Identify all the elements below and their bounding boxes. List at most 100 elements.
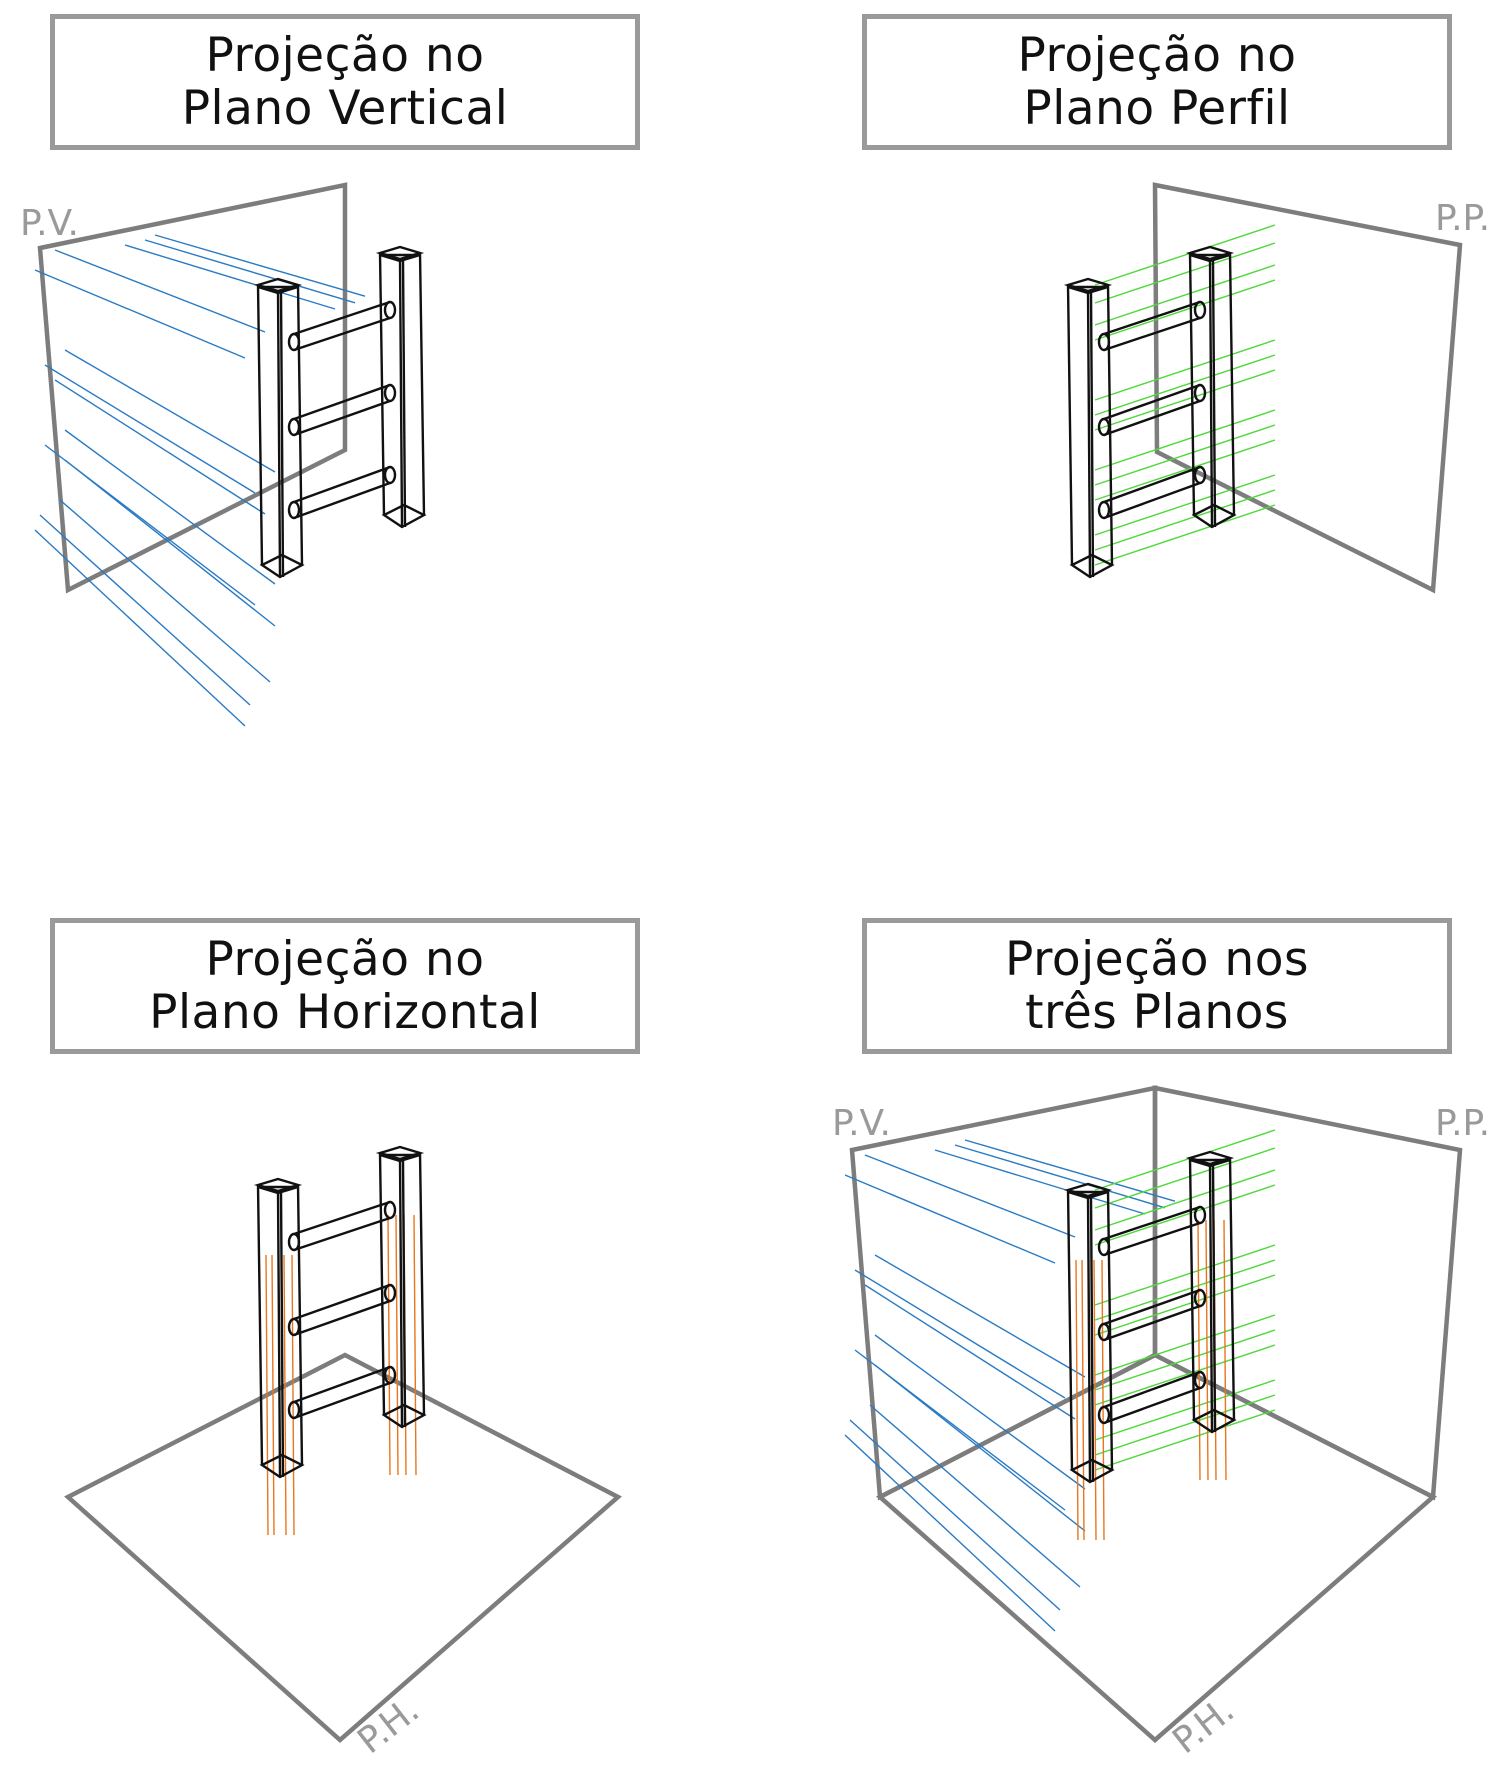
projection-line-perfil [1094,424,1276,486]
ladder-rung-edge [1103,1205,1201,1241]
plane-tres-horizontal [876,1352,1437,1743]
ladder-rung-edge [1103,1386,1201,1425]
projection-line-vertical [964,1139,1176,1202]
ladder-post-edge [378,252,386,516]
projection-line-perfil [1094,1409,1276,1471]
ladder-post-edge [1211,258,1217,528]
projection-line-vertical [874,1254,1086,1378]
ladder-rung-edge [1103,1288,1201,1326]
ladder-post-top-inner [379,1153,421,1163]
ladder-post-edge [1089,1195,1095,1483]
title-line: Plano Horizontal [149,985,541,1040]
projection-lines-perfil [1094,224,1276,566]
projection-line-vertical [144,239,356,304]
ladder-post-edge [1086,290,1092,578]
projection-line-perfil [1094,264,1276,326]
projection-line-horizontal [271,1254,275,1536]
ladder-post-top-inner [257,1185,299,1195]
ladder-post-top-inner [379,253,421,263]
projection-line-perfil [1094,1274,1276,1336]
ladder-rung-edge [293,316,391,352]
projection-line-horizontal [387,1214,391,1476]
projection-lines-horizontal [265,1214,417,1536]
ladder-rung-edge [293,300,391,336]
projection-line-perfil [1094,1259,1276,1321]
projection-lines-vertical [34,234,366,727]
ladder-post-edge [279,1190,285,1478]
ladder-post-edge [276,290,282,578]
ladder-post-edge [256,284,264,566]
label-tres-ph: P.H. [1165,1689,1242,1762]
ladder-post-edge [398,258,404,528]
ladder-post-bottom [259,553,305,579]
ladder-rung-edge [293,399,391,437]
ladder-rung-edge [293,1381,391,1420]
planes [37,182,1463,1744]
ladder-post-edge [1228,252,1236,516]
projection-line-perfil [1094,1244,1276,1306]
ladder-rung-edge [1103,1304,1201,1342]
title-line: Projeção nos [1005,932,1309,987]
projection-line-vertical [44,364,256,494]
ladder-post-edge [1208,258,1214,528]
projection-line-vertical [844,1434,1056,1632]
projection-line-vertical [864,1284,1076,1420]
title-box-perfil: Projeção no Plano Perfil [862,14,1452,150]
ladder-post-top-inner [1067,285,1109,295]
projection-line-perfil [1094,474,1276,536]
ladder-post-top-inner [1067,1190,1109,1200]
projection-line-horizontal [1197,1219,1201,1481]
ladder-post-top-inner [1189,1158,1231,1168]
projection-line-vertical [874,1334,1086,1490]
projection-line-perfil [1094,1379,1276,1441]
label-tres-pp: P.P. [1435,1103,1490,1144]
generated-drawings [34,224,1276,1632]
ladder-post-top-inner [1189,253,1231,263]
label-pp: P.P. [1435,198,1490,239]
projection-line-vertical [54,379,266,515]
title-line: Plano Perfil [1023,81,1291,136]
ladder-rung-edge [1103,383,1201,421]
ladder-post-edge [418,252,426,516]
ladder-post-edge [276,1190,282,1478]
projection-lines-vertical [844,1139,1176,1632]
projection-line-horizontal [413,1214,417,1476]
ladder-rung-edge [1103,316,1201,352]
ladder-rung-edge [293,1365,391,1404]
projection-line-horizontal [1223,1219,1227,1481]
ladder-rung-edge [1103,465,1201,504]
ladder-rung-edge [1103,300,1201,336]
label-pv: P.V. [20,203,79,244]
ladder-post-bottom [1069,553,1115,579]
projection-line-perfil [1094,369,1276,431]
title-box-horizontal: Projeção no Plano Horizontal [50,918,640,1054]
projection-line-horizontal [265,1254,269,1536]
ladder-post-edge [1086,1195,1092,1483]
ladder-post-bottom [381,503,427,529]
ladder-rung-edge [293,1216,391,1252]
ladder-post-edge [1228,1157,1236,1421]
projection-line-perfil [1094,489,1276,551]
label-tres-pv: P.V. [832,1103,891,1144]
projection-line-perfil [1094,1344,1276,1406]
ladder-post-edge [279,290,285,578]
ladder-post-bottom [1191,1408,1237,1434]
projection-line-horizontal [1081,1259,1085,1541]
projection-line-vertical [844,1174,1056,1264]
label-ph: P.H. [350,1689,427,1762]
ladder-post-top-inner [257,285,299,295]
projection-lines-perfil [1094,1129,1276,1471]
ladder-rung-edge [1103,481,1201,520]
projection-line-horizontal [1075,1259,1079,1541]
projection-line-vertical [954,1144,1166,1209]
title-box-tres-planos: Projeção nos três Planos [862,918,1452,1054]
projection-line-vertical [64,429,276,585]
ladder-post-edge [1208,1163,1214,1433]
projection-line-vertical [34,269,246,359]
title-line: Plano Vertical [181,81,509,136]
projection-line-perfil [1094,504,1276,566]
title-box-vertical: Projeção no Plano Vertical [50,14,640,150]
ladder-rung-edge [293,1299,391,1337]
projection-line-horizontal [395,1214,399,1476]
ladder [1063,245,1237,579]
